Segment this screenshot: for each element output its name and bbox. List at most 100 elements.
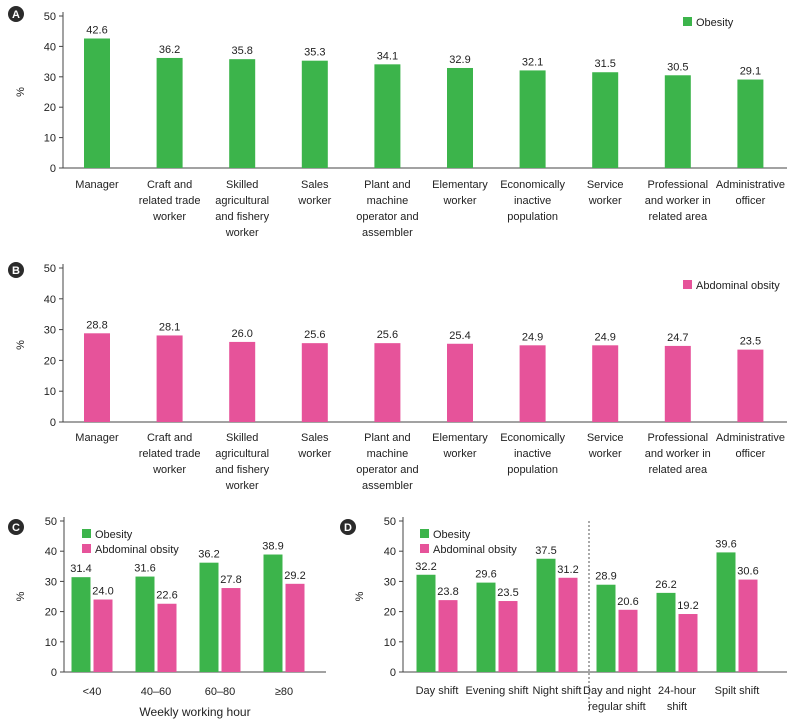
category-label-line: population	[507, 464, 558, 476]
panel-badge-b	[8, 262, 24, 278]
legend-label-d: Abdominal obsity	[433, 544, 517, 556]
category-label-line: agricultural	[215, 195, 269, 207]
y-axis-title-d: %	[354, 591, 366, 601]
bar-d-abdominal-0	[438, 600, 458, 672]
category-label-line: worker	[225, 227, 259, 239]
category-label-line: assembler	[362, 227, 413, 239]
bar-c-abdominal-1	[157, 603, 177, 672]
panel-letter-c: C	[12, 522, 20, 534]
category-label-a: Economically inactive population	[500, 179, 565, 223]
bar-b-series-4	[374, 343, 401, 422]
category-label-line: worker	[442, 195, 476, 207]
y-tick-label-b: 40	[44, 294, 56, 306]
panel-letter-d: D	[344, 522, 352, 534]
y-tick-label-b: 30	[44, 325, 56, 337]
category-label-line: related area	[648, 211, 708, 223]
data-label-b: 26.0	[231, 328, 252, 340]
category-label-line: worker	[588, 448, 622, 460]
category-label-b: Economically inactive population	[500, 432, 565, 476]
category-label-a: Service worker	[587, 179, 624, 207]
legend-swatch-c	[82, 529, 91, 538]
category-label-line: and fishery	[215, 211, 269, 223]
category-label-line: worker	[588, 195, 622, 207]
category-label-line: inactive	[514, 448, 551, 460]
y-tick-label-b: 0	[50, 417, 56, 429]
category-label-b: Sales worker	[297, 432, 331, 460]
y-tick-label-d: 30	[384, 576, 396, 588]
bar-b-series-9	[737, 349, 764, 422]
y-tick-label-a: 10	[44, 133, 56, 145]
category-label-line: Professional	[648, 179, 709, 191]
chart-panel-b: B 0 10 20 30 40 50% 28.8 Manager 28.1 Craft and rel…	[8, 262, 787, 492]
category-label-line: related trade	[139, 448, 201, 460]
category-label-b: Manager	[75, 432, 119, 444]
category-label-c: 60–80	[205, 686, 236, 698]
bar-c-abdominal-3	[285, 583, 305, 672]
category-label-line: Skilled	[226, 179, 258, 191]
bar-c-obesity-2	[199, 562, 219, 672]
y-axis-title-b: %	[15, 340, 27, 350]
category-label-line: Craft and	[147, 432, 192, 444]
category-label-b: Service worker	[587, 432, 624, 460]
data-label-b: 23.5	[740, 336, 761, 348]
legend-swatch-c	[82, 544, 91, 553]
category-label-b: Skilled agricultural and fishery worker	[215, 432, 269, 492]
legend-label-c: Abdominal obsity	[95, 544, 179, 556]
y-tick-label-a: 0	[50, 163, 56, 175]
bar-a-series-2	[229, 59, 256, 168]
data-label-b: 25.6	[304, 329, 325, 341]
x-axis-title-c: Weekly working hour	[139, 705, 250, 719]
data-label-d: 37.5	[535, 545, 556, 557]
data-label-c: 31.4	[70, 563, 91, 575]
data-label-b: 24.9	[594, 331, 615, 343]
data-label-d: 26.2	[655, 579, 676, 591]
legend-label-b: Abdominal obsity	[696, 280, 780, 292]
legend-label-c: Obesity	[95, 529, 133, 541]
category-label-line: Craft and	[147, 179, 192, 191]
bar-d-obesity-2	[536, 558, 556, 672]
category-label-line: and worker in	[645, 448, 711, 460]
y-tick-label-c: 50	[45, 516, 57, 528]
category-label-line: Elementary	[432, 179, 488, 191]
category-label-line: Administrative	[716, 179, 785, 191]
bar-d-abdominal-1	[498, 601, 518, 672]
category-label-b: Craft and related trade worker	[139, 432, 201, 476]
category-label-a: Elementary worker	[432, 179, 488, 207]
panel-letter-a: A	[12, 9, 20, 21]
bar-a-series-7	[592, 72, 619, 168]
category-label-line: shift	[667, 701, 687, 713]
y-tick-label-c: 30	[45, 576, 57, 588]
y-tick-label-d: 20	[384, 607, 396, 619]
bar-b-series-6	[519, 345, 546, 422]
category-label-a: Sales worker	[297, 179, 331, 207]
bar-a-series-5	[447, 67, 473, 168]
category-label-line: machine	[367, 448, 409, 460]
category-label-line: Day and night	[583, 685, 651, 697]
panel-badge-c	[8, 519, 24, 535]
category-label-line: related area	[648, 464, 708, 476]
bar-c-obesity-1	[135, 576, 155, 672]
data-label-d: 23.8	[437, 586, 458, 598]
data-label-c: 36.2	[198, 549, 219, 561]
y-tick-label-c: 20	[45, 607, 57, 619]
y-tick-label-a: 50	[44, 11, 56, 23]
data-label-d: 29.6	[475, 569, 496, 581]
category-label-line: assembler	[362, 480, 413, 492]
category-label-d: Day and night regular shift	[583, 685, 651, 713]
y-axis-title-c: %	[15, 591, 27, 601]
category-label-line: Evening shift	[466, 685, 529, 697]
category-label-line: and fishery	[215, 464, 269, 476]
y-tick-label-d: 50	[384, 516, 396, 528]
category-label-line: inactive	[514, 195, 551, 207]
category-label-b: Plant and machine operator and assembler	[356, 432, 418, 492]
y-tick-label-d: 40	[384, 546, 396, 558]
bar-d-abdominal-2	[558, 577, 578, 672]
data-label-b: 28.8	[86, 319, 107, 331]
bar-a-series-4	[374, 64, 401, 168]
category-label-line: Economically	[500, 179, 565, 191]
bar-b-series-2	[229, 341, 256, 422]
data-label-c: 22.6	[156, 590, 177, 602]
category-label-line: Skilled	[226, 432, 258, 444]
category-label-line: <40	[83, 686, 102, 698]
